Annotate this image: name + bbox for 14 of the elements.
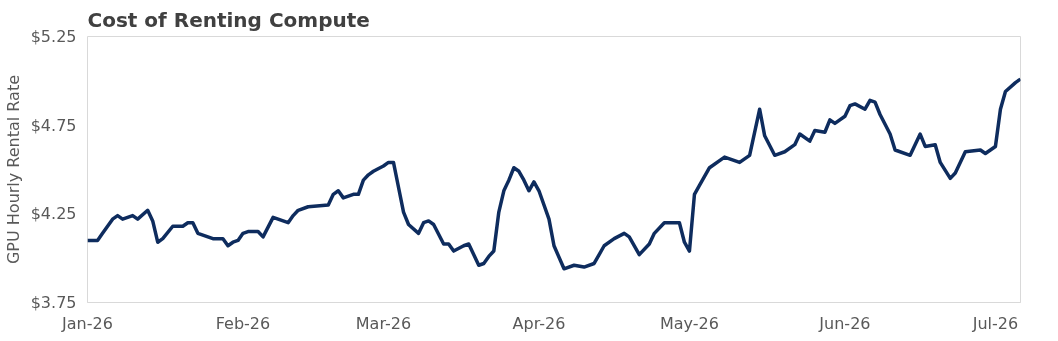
chart-title: Cost of Renting Compute — [87, 7, 370, 32]
x-tick-label: Jan-26 — [61, 313, 113, 333]
x-tick-label: Feb-26 — [215, 313, 271, 333]
y-tick-label: $5.25 — [30, 27, 77, 46]
y-tick-label: $4.25 — [30, 204, 77, 224]
y-tick-label: $4.75 — [30, 115, 77, 135]
x-tick-label: Mar-26 — [355, 313, 412, 333]
line-series — [87, 77, 1021, 271]
x-tick-label: Jun-26 — [818, 313, 871, 333]
y-tick-label: $3.75 — [30, 293, 77, 312]
x-tick-label: Jul-26 — [971, 313, 1019, 333]
x-tick-label: May-26 — [659, 313, 719, 333]
x-tick-label: Apr-26 — [512, 313, 566, 333]
y-axis-title: GPU Hourly Rental Rate — [3, 74, 23, 265]
